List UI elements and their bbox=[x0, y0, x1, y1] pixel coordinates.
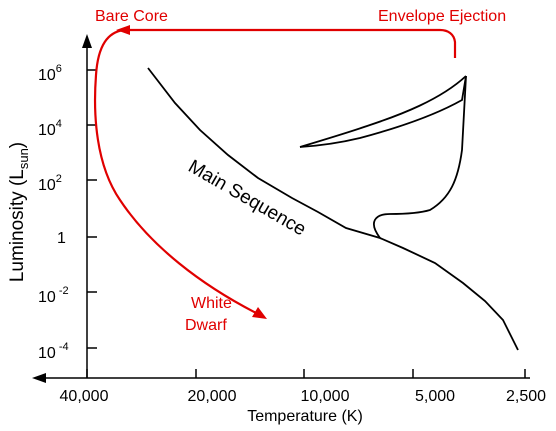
y-tick-label-5: 10 -4 bbox=[38, 341, 69, 362]
bare-core-label: Bare Core bbox=[95, 8, 168, 25]
y-tick-label-2: 102 bbox=[38, 173, 62, 194]
y-tick-label-1: 104 bbox=[38, 118, 62, 139]
x-ticks bbox=[86, 369, 526, 378]
x-tick-label-2: 10,000 bbox=[301, 388, 350, 405]
white-dwarf-arrowhead bbox=[252, 307, 267, 319]
post-agb-track bbox=[93, 25, 457, 319]
main-sequence-line bbox=[147, 67, 519, 351]
red-giant-branch bbox=[373, 75, 467, 239]
white-dwarf-cooling-path bbox=[93, 28, 263, 317]
white-dwarf-label-line2: Dwarf bbox=[185, 317, 227, 334]
x-tick-label-0: 40,000 bbox=[60, 388, 109, 405]
y-axis-arrowhead bbox=[82, 34, 92, 48]
y-tick-label-4: 10 -2 bbox=[38, 285, 69, 306]
x-axis-title: Temperature (K) bbox=[247, 408, 363, 425]
axes bbox=[32, 34, 530, 383]
x-tick-label-1: 20,000 bbox=[188, 388, 237, 405]
envelope-ejection-path bbox=[124, 28, 457, 58]
white-dwarf-label-line1: White bbox=[191, 295, 232, 312]
y-ticks bbox=[87, 69, 97, 349]
x-axis-arrowhead bbox=[32, 373, 46, 383]
agb-upper-branch bbox=[299, 75, 467, 148]
y-tick-label-0: 106 bbox=[38, 63, 62, 84]
envelope-ejection-label: Envelope Ejection bbox=[378, 8, 506, 25]
agb-lower-branch bbox=[299, 75, 467, 148]
y-tick-labels: 106 104 102 1 10 -2 10 -4 bbox=[38, 63, 69, 362]
x-tick-label-4: 2,500 bbox=[506, 388, 546, 405]
evolution-track bbox=[147, 67, 519, 351]
y-tick-label-3: 1 bbox=[57, 230, 66, 247]
x-tick-label-3: 5,000 bbox=[415, 388, 455, 405]
x-tick-labels: 40,000 20,000 10,000 5,000 2,500 bbox=[60, 388, 547, 405]
y-axis-title: Luminosity (Lsun) bbox=[7, 142, 31, 282]
